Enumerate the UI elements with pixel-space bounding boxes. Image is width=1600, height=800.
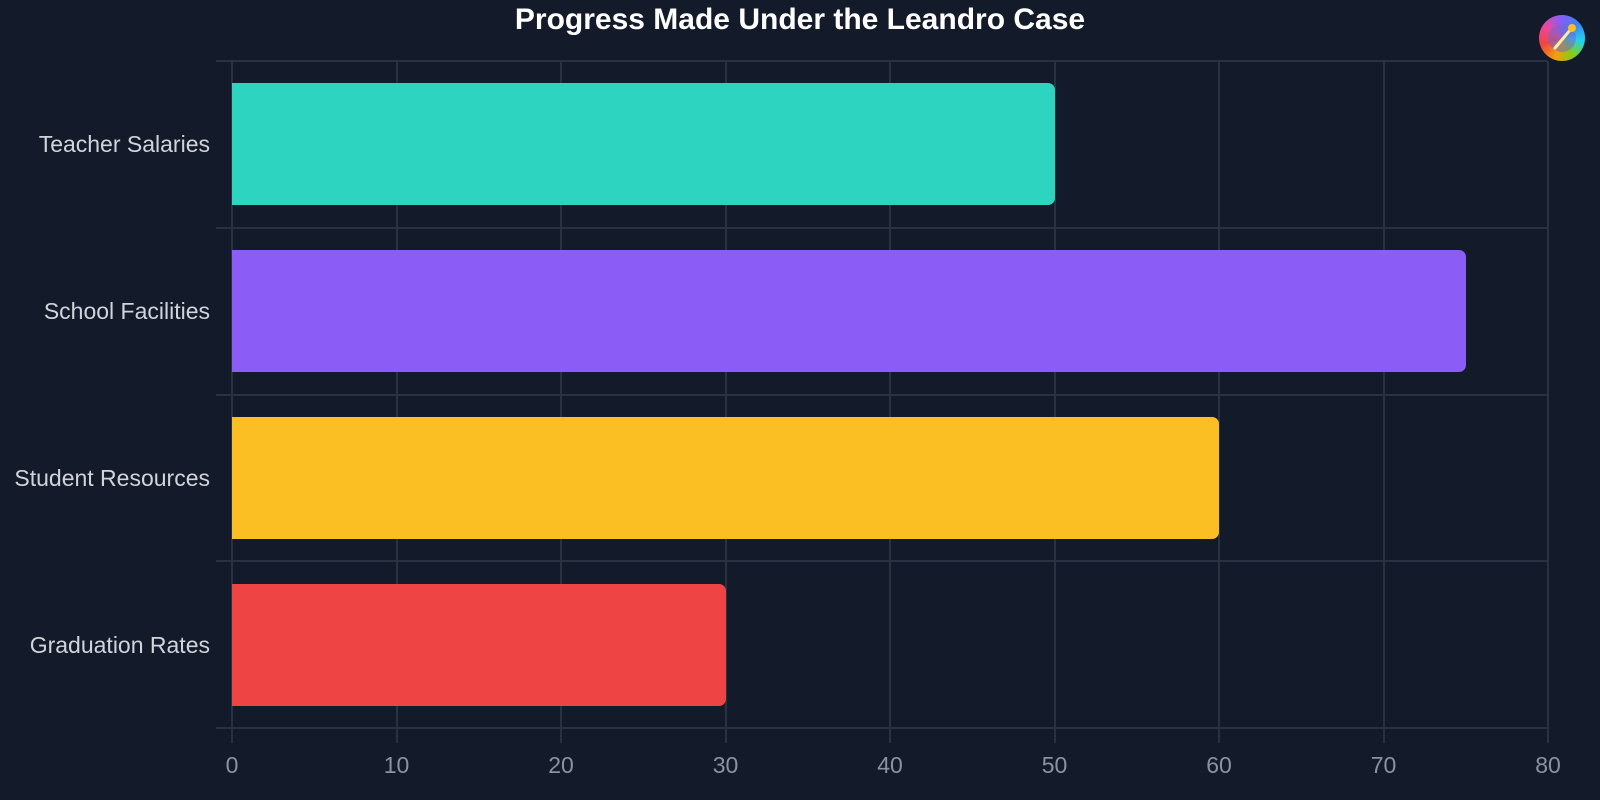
y-gridline: [216, 60, 1548, 62]
plot-area: [216, 60, 1549, 743]
bar-teacher-salaries: [232, 83, 1055, 206]
x-tick-label: 20: [548, 752, 574, 778]
x-tick-label: 80: [1535, 752, 1561, 778]
x-gridline: [560, 61, 562, 743]
x-tick-label: 0: [225, 752, 239, 778]
x-tick-label: 70: [1370, 752, 1397, 778]
bar-graduation-rates: [232, 583, 726, 706]
bar-school-facilities: [232, 250, 1466, 373]
y-category-label: Student Resources: [14, 464, 210, 491]
x-gridline: [1218, 61, 1220, 743]
y-gridline: [216, 393, 1548, 396]
x-gridline: [1053, 61, 1056, 743]
y-category-label: Graduation Rates: [29, 631, 210, 658]
x-tick-label: 40: [877, 752, 903, 778]
x-gridline: [395, 61, 398, 743]
x-gridline: [724, 61, 727, 743]
x-gridline: [1547, 61, 1549, 743]
color-wheel-pen-icon: [1539, 15, 1585, 61]
x-tick-label: 10: [383, 752, 410, 778]
bar-student-resources: [232, 416, 1219, 539]
y-gridline: [216, 560, 1548, 563]
y-gridline: [216, 226, 1548, 229]
y-category-label: Teacher Salaries: [38, 131, 210, 158]
y-gridline: [216, 727, 1548, 729]
x-tick-label: 30: [712, 752, 739, 778]
x-tick-label: 60: [1206, 752, 1232, 778]
x-tick-label: 50: [1041, 752, 1068, 778]
x-gridline: [231, 61, 233, 743]
x-gridline: [1382, 61, 1385, 743]
x-gridline: [889, 61, 891, 743]
y-category-label: School Facilities: [43, 298, 210, 325]
chart-title: Progress Made Under the Leandro Case: [514, 3, 1086, 36]
